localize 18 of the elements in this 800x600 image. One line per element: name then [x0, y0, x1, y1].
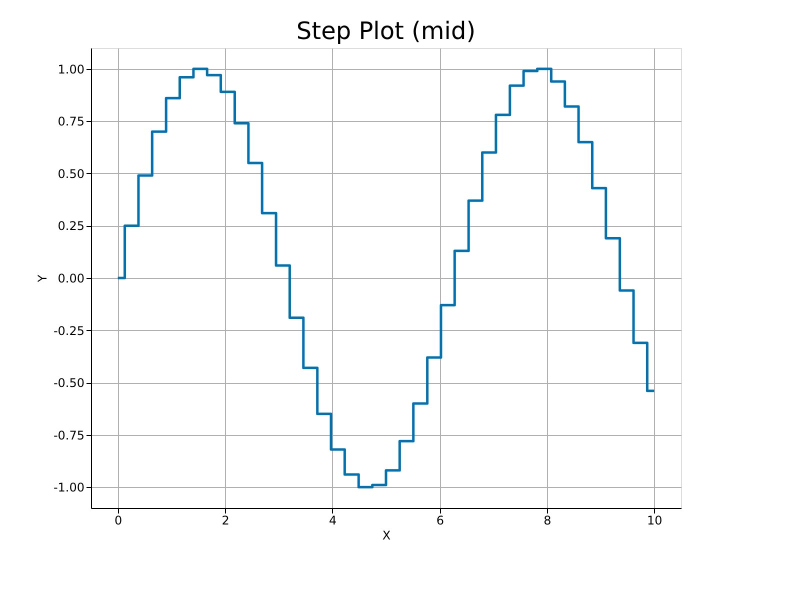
y-tick-label: 0.75: [58, 114, 84, 129]
y-tick-label: -0.75: [53, 428, 84, 442]
x-tick-label: 0: [114, 514, 122, 528]
x-tick-label: 8: [544, 514, 552, 528]
x-tick-label: 4: [329, 514, 337, 528]
chart-title: Step Plot (mid): [296, 17, 476, 45]
y-axis-title: Y: [35, 274, 50, 284]
x-axis-title: X: [382, 528, 391, 542]
y-tick-label: 0.50: [58, 166, 84, 181]
x-tick-label: 10: [647, 514, 662, 528]
y-tick-label: 0.25: [58, 219, 84, 234]
y-tick-label: 0.00: [58, 272, 84, 286]
x-tick-label: 2: [222, 514, 230, 528]
y-tick-label: -1.00: [53, 480, 84, 495]
y-tick-label: -0.50: [53, 376, 84, 390]
x-tick-label: 6: [436, 514, 444, 528]
y-tick-label: -0.25: [53, 324, 84, 338]
y-tick-label: 1.00: [58, 62, 84, 76]
